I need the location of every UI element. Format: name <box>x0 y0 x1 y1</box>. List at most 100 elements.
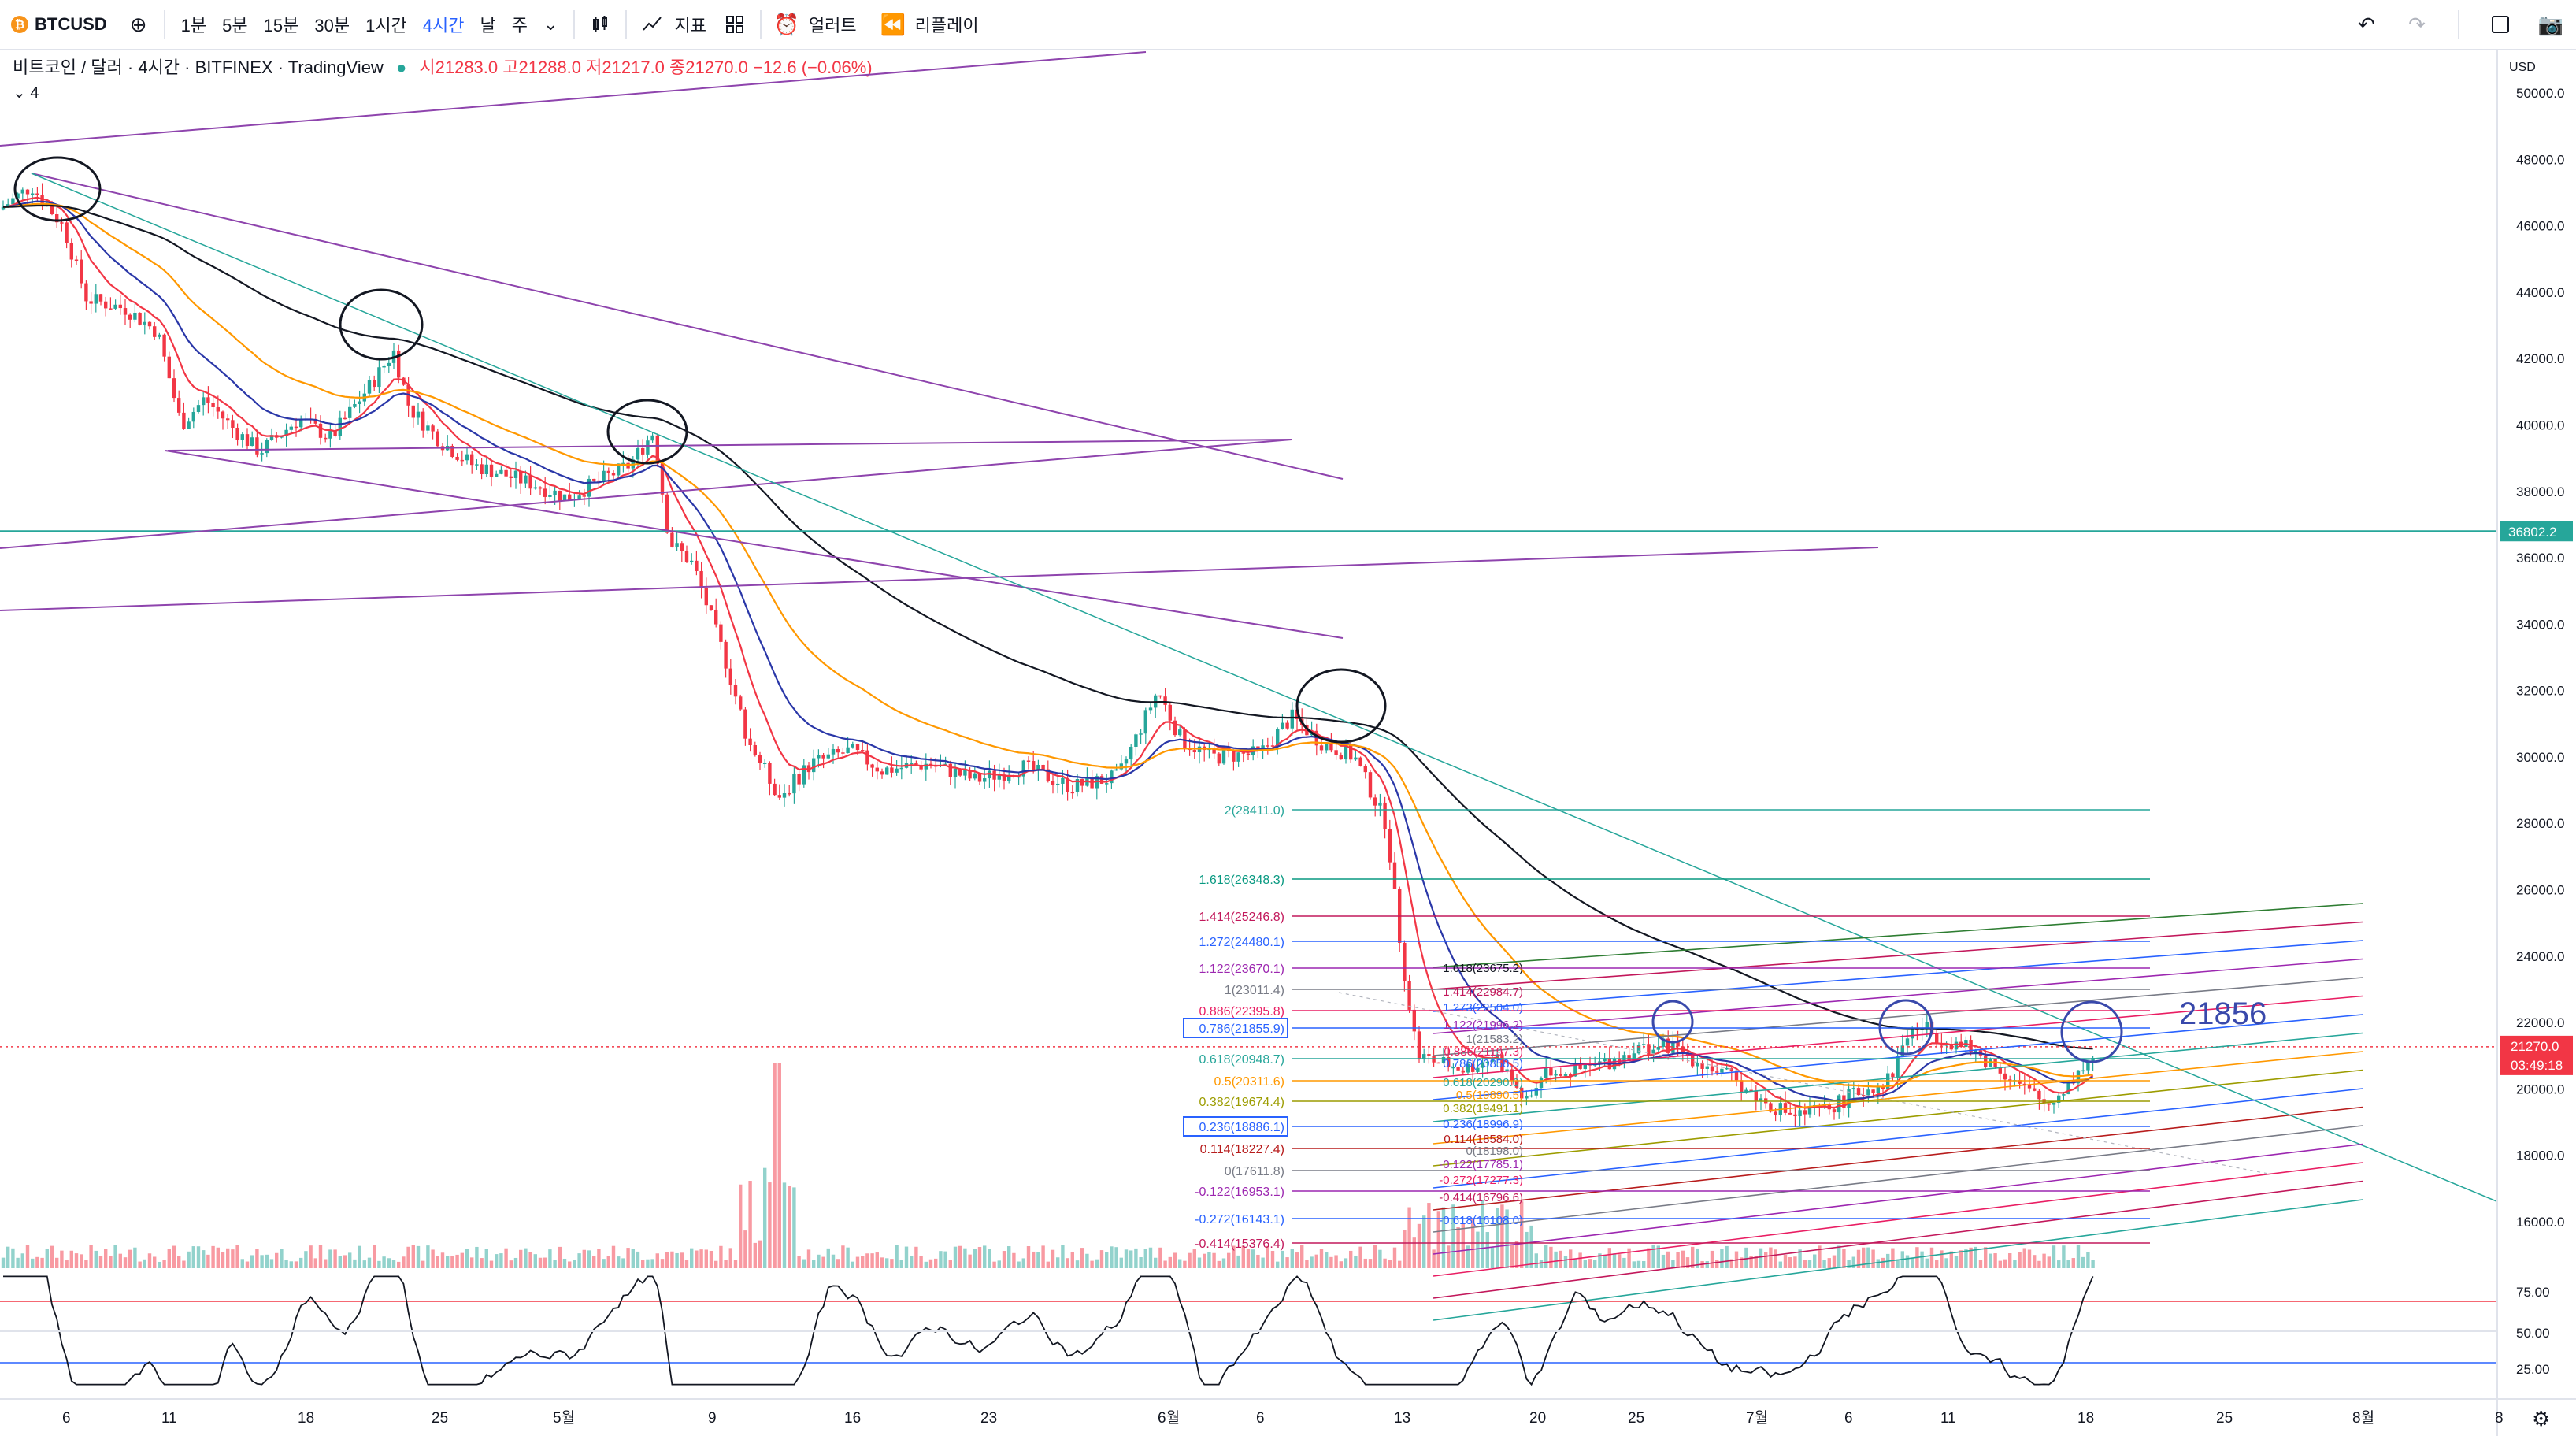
volume-bar <box>260 1255 264 1268</box>
volume-bar <box>1481 1200 1484 1268</box>
volume-bar <box>499 1253 503 1268</box>
volume-bar <box>348 1252 352 1268</box>
volume-bar <box>1441 1207 1446 1268</box>
volume-bar <box>509 1260 513 1268</box>
volume-bar <box>1026 1246 1031 1268</box>
candle-body <box>1803 1110 1807 1115</box>
volume-bar <box>40 1257 44 1268</box>
volume-bar <box>650 1259 654 1268</box>
candle-body <box>621 462 625 465</box>
volume-bar <box>1476 1231 1480 1268</box>
volume-bar <box>1436 1211 1440 1268</box>
symbol-title[interactable]: 비트코인 / 달러 · 4시간 · BITFINEX · TradingView <box>13 58 384 77</box>
candle-body <box>968 770 972 779</box>
time-tick-label: 9 <box>708 1410 717 1427</box>
candle-body <box>2037 1090 2041 1100</box>
candle-body <box>1525 1096 1529 1099</box>
candle-body <box>797 774 801 785</box>
timeframe-1w[interactable]: 주 <box>511 16 528 35</box>
compare-add-icon[interactable]: ⊕ <box>129 12 147 36</box>
price-tick-label: 16000.0 <box>2516 1215 2564 1230</box>
redo-icon[interactable]: ↷ <box>2408 12 2426 36</box>
fib-channel-line <box>1433 958 2363 1034</box>
bitcoin-icon: ₿ <box>11 16 28 33</box>
timeframe-1d[interactable]: 날 <box>480 16 496 35</box>
candle-body <box>655 435 659 464</box>
candle-body <box>2018 1080 2022 1084</box>
hline-price-box <box>2500 521 2573 542</box>
volume-bar <box>763 1167 767 1268</box>
timeframe-dropdown-icon[interactable]: ⌄ <box>543 14 558 34</box>
timeframe-15m[interactable]: 15분 <box>263 16 299 35</box>
indicators-button[interactable]: 지표 <box>635 0 706 50</box>
volume-bar <box>1124 1249 1129 1268</box>
highlight-circle-blue <box>1651 1000 1694 1044</box>
volume-bar <box>1769 1247 1773 1268</box>
volume-bar <box>695 1250 699 1268</box>
candle-body <box>958 768 962 776</box>
alert-button[interactable]: ⏰ 얼러트 <box>769 0 857 50</box>
price-chart[interactable]: 2(28411.0) 1.618(26348.3) 1.414(25246.8) 1.… <box>0 50 2576 1436</box>
candle-body <box>1173 720 1177 736</box>
ma-line-orange <box>2 202 2093 1088</box>
candle-body <box>431 425 435 432</box>
time-tick-label: 25 <box>2216 1410 2233 1427</box>
candle-body <box>924 763 928 770</box>
volume-bar <box>939 1251 943 1268</box>
candle-body <box>963 770 967 776</box>
volume-bar <box>1139 1257 1143 1268</box>
candle-body <box>216 406 220 412</box>
volume-bar <box>1525 1231 1529 1268</box>
timeframe-1m[interactable]: 1분 <box>180 16 207 35</box>
symbol-search[interactable]: ₿ BTCUSD <box>0 0 121 50</box>
volume-bar <box>739 1184 743 1268</box>
volume-bar <box>1461 1223 1465 1268</box>
volume-bar <box>2013 1260 2017 1268</box>
volume-bar <box>1203 1253 1206 1268</box>
timeframe-30m[interactable]: 30분 <box>314 16 350 35</box>
layouts-grid-icon[interactable] <box>717 7 752 42</box>
ma-line-black <box>2 204 2093 1050</box>
fib-level-label: 0(17611.8) <box>1225 1165 1284 1178</box>
volume-bar <box>1642 1260 1646 1268</box>
candle-body <box>1232 751 1236 762</box>
fib-level-label: -0.272(16143.1) <box>1195 1213 1284 1226</box>
volume-bar <box>1368 1259 1373 1268</box>
fib-channel-line <box>1433 1125 2363 1233</box>
candle-body <box>524 475 528 484</box>
candle-body <box>1549 1067 1553 1076</box>
volume-bar <box>2018 1252 2022 1268</box>
volume-bar <box>836 1259 840 1268</box>
candle-body <box>533 487 537 489</box>
candles-style-icon[interactable] <box>583 7 617 42</box>
candle-body <box>851 744 854 748</box>
snapshot-icon[interactable]: 📷 <box>2537 12 2564 36</box>
candle-body <box>84 283 88 302</box>
candle-body <box>1344 745 1348 760</box>
rsi-tick-label: 50.00 <box>2516 1326 2550 1341</box>
volume-bar <box>582 1249 586 1268</box>
rsi-tick-label: 25.00 <box>2516 1362 2550 1377</box>
volume-bar <box>2086 1252 2090 1268</box>
volume-bar <box>402 1256 406 1268</box>
undo-icon[interactable]: ↶ <box>2358 12 2375 36</box>
timeframe-1h[interactable]: 1시간 <box>365 16 407 35</box>
candle-body <box>172 378 176 399</box>
candle-body <box>1329 743 1333 751</box>
volume-bar <box>89 1245 93 1268</box>
volume-bar <box>977 1246 982 1268</box>
ma-line-blue <box>2 200 2093 1102</box>
volume-bar <box>1905 1255 1910 1268</box>
timeframe-4h[interactable]: 4시간 <box>422 16 465 35</box>
indicator-toggle[interactable]: ⌄ 4 <box>13 80 873 106</box>
fullscreen-icon[interactable] <box>2483 7 2518 42</box>
candle-body <box>1754 1090 1758 1102</box>
timeframe-5m[interactable]: 5분 <box>222 16 248 35</box>
volume-bar <box>465 1249 469 1268</box>
fib-level-label: 1(23011.4) <box>1225 984 1284 997</box>
candle-body <box>1534 1088 1538 1096</box>
replay-button[interactable]: ⏪ 리플레이 <box>876 0 978 50</box>
candle-body <box>240 434 244 440</box>
candle-body <box>1319 745 1324 751</box>
volume-bar <box>1583 1260 1587 1268</box>
